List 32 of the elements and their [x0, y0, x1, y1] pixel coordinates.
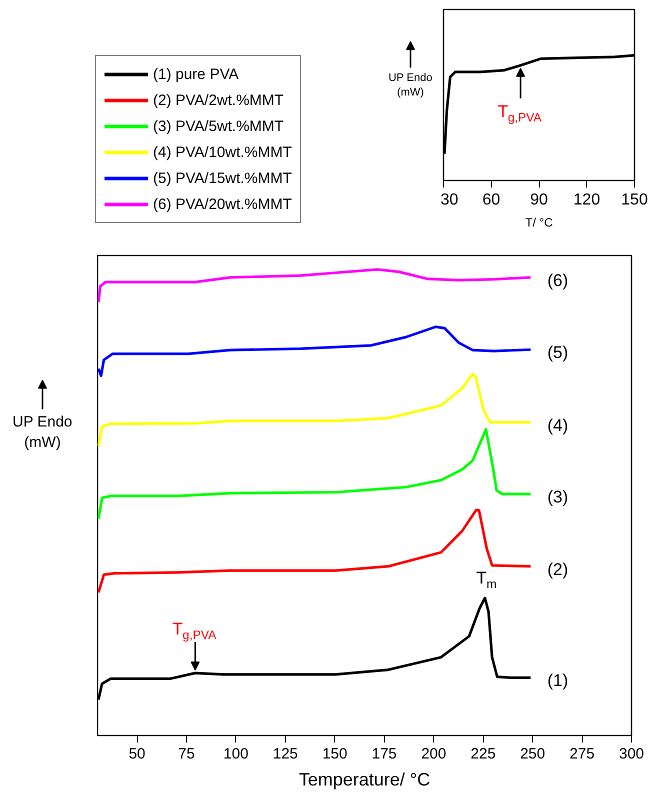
x-tick-label: 100: [223, 746, 248, 762]
x-tick-label: 275: [570, 746, 595, 762]
x-tick-label: 175: [372, 746, 397, 762]
annotation: (5): [547, 343, 568, 362]
legend-label: (1) pure PVA: [153, 64, 239, 84]
x-tick-label: 150: [322, 746, 348, 762]
annotation: (3): [547, 488, 568, 507]
x-tick-label: 90: [530, 192, 548, 208]
y-axis-title: UP Endo (mW): [388, 72, 432, 99]
annotation: (4): [547, 416, 568, 435]
x-tick-label: 60: [482, 192, 500, 208]
x-tick-label: 75: [178, 746, 195, 762]
annotation: (2): [547, 560, 568, 579]
annotation: (1): [547, 671, 568, 690]
x-tick-label: 50: [128, 746, 146, 762]
annotation: (6): [547, 270, 568, 290]
y-axis-title: UP Endo (mW): [12, 414, 72, 451]
x-axis-title: Temperature/ °C: [298, 770, 430, 790]
legend-label: (2) PVA/2wt.%MMT: [153, 90, 284, 110]
x-tick-label: 300: [618, 746, 644, 762]
x-tick-label: 120: [573, 192, 600, 208]
x-tick-label: 125: [272, 746, 298, 762]
x-tick-label: 150: [621, 192, 648, 208]
legend-label: (4) PVA/10wt.%MMT: [153, 142, 292, 162]
legend-label: (3) PVA/5wt.%MMT: [153, 116, 284, 136]
legend-label: (6) PVA/20wt.%MMT: [153, 194, 292, 214]
x-tick-label: 225: [470, 746, 496, 762]
x-axis-title: T/ °C: [525, 216, 554, 230]
x-tick-label: 250: [520, 746, 546, 762]
x-tick-label: 200: [421, 746, 446, 762]
x-tick-label: 30: [440, 192, 458, 208]
legend-label: (5) PVA/15wt.%MMT: [153, 168, 292, 188]
